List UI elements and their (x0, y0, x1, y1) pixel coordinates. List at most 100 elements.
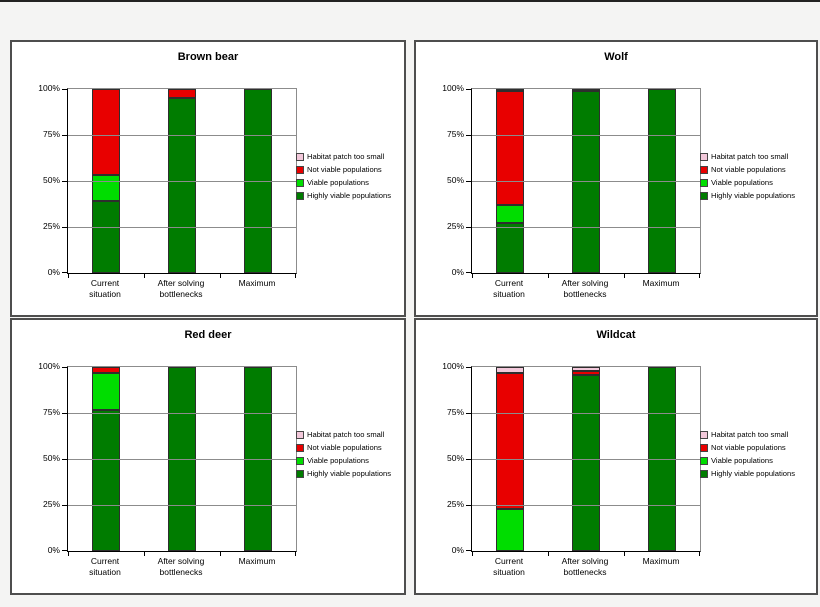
bar-segment-viable (92, 372, 120, 410)
panel-title: Wolf (604, 51, 628, 63)
bar-slot (68, 367, 144, 551)
x-axis-tick-mark (472, 274, 473, 278)
panel-title: Red deer (184, 329, 232, 341)
bar-segment-highly_viable (92, 409, 120, 551)
y-axis-tick-mark (466, 367, 472, 368)
x-axis-category-line: situation (89, 289, 121, 300)
legend-label: Viable populations (711, 178, 773, 187)
x-axis-tick-mark (624, 274, 625, 278)
y-axis-tick-mark (466, 272, 472, 273)
plot-area (466, 366, 701, 556)
bar-segment-viable (496, 509, 524, 551)
x-axis-category-label: Maximum (219, 556, 295, 579)
x-axis-tick-mark (144, 552, 145, 556)
y-axis-tick-mark (466, 459, 472, 460)
chart-panel-wildcat: Wildcat 100% 75% 50% 25% 0% Current situation… (414, 318, 818, 595)
gridline (472, 135, 700, 136)
x-axis-tick-mark (699, 274, 700, 278)
legend: Habitat patch too small Not viable popula… (700, 150, 795, 202)
stacked-bar (496, 367, 524, 551)
legend-swatch-highly_viable (700, 191, 708, 200)
legend-item-habitat_too_small: Habitat patch too small (700, 150, 795, 163)
legend-swatch-viable (700, 178, 708, 187)
stacked-bar (572, 367, 600, 551)
legend-swatch-viable (296, 456, 304, 465)
x-axis-tick-mark (68, 552, 69, 556)
x-axis-category-label: Maximum (623, 556, 699, 579)
legend-label: Highly viable populations (711, 469, 796, 478)
x-axis-tick-mark (699, 552, 700, 556)
stacked-bar (572, 89, 600, 273)
legend-label: Habitat patch too small (307, 152, 385, 161)
bar-segment-highly_viable (572, 91, 600, 273)
y-axis-tick-label: 75% (446, 407, 464, 417)
x-axis-category-line: Current (90, 278, 120, 288)
x-axis-tick-mark (295, 274, 296, 278)
y-axis-tick-label: 50% (446, 175, 464, 185)
y-axis-tick-label: 100% (442, 361, 464, 371)
x-axis-category-line: Current (494, 556, 524, 566)
gridline (472, 413, 700, 414)
bar-segment-habitat_too_small (496, 367, 524, 373)
legend-item-habitat_too_small: Habitat patch too small (700, 428, 795, 441)
bars-container (68, 89, 296, 273)
x-axis-tick-mark (220, 274, 221, 278)
bar-segment-not_viable (572, 371, 600, 375)
bar-segment-not_viable (496, 91, 524, 205)
legend-item-viable: Viable populations (700, 454, 795, 467)
y-axis-tick-label: 50% (42, 175, 60, 185)
legend-swatch-habitat_too_small (700, 430, 708, 439)
x-axis-category-label: Maximum (219, 278, 295, 301)
gridline (68, 505, 296, 506)
legend-label: Viable populations (711, 456, 773, 465)
y-axis-tick-mark (62, 89, 68, 90)
gridline (472, 505, 700, 506)
y-axis-tick-label: 100% (442, 83, 464, 93)
legend-item-habitat_too_small: Habitat patch too small (296, 428, 391, 441)
legend-item-highly_viable: Highly viable populations (700, 189, 795, 202)
legend-item-viable: Viable populations (296, 454, 391, 467)
gridline (68, 413, 296, 414)
bar-slot (548, 89, 624, 273)
bar-segment-habitat_too_small (572, 367, 600, 371)
y-axis-tick-mark (62, 367, 68, 368)
legend-swatch-highly_viable (296, 469, 304, 478)
y-axis: 100% 75% 50% 25% 0% (12, 361, 60, 555)
y-axis-tick-label: 100% (38, 361, 60, 371)
x-axis-tick-mark (220, 552, 221, 556)
x-axis-category-label: After solving bottlenecks (143, 278, 219, 301)
x-axis-category-label: After solving bottlenecks (547, 556, 623, 579)
bar-segment-habitat_too_small (496, 89, 524, 91)
y-axis-tick-label: 100% (38, 83, 60, 93)
y-axis-tick-mark (466, 413, 472, 414)
x-axis-category-line: situation (89, 567, 121, 578)
legend-item-not_viable: Not viable populations (700, 441, 795, 454)
x-axis-labels: Current situation After solving bottlenecks… (67, 278, 295, 301)
bar-segment-not_viable (168, 89, 196, 98)
x-axis-tick-mark (548, 274, 549, 278)
x-axis-category-line: situation (493, 289, 525, 300)
gridline (472, 227, 700, 228)
legend-label: Not viable populations (307, 165, 382, 174)
x-axis-category-line: Maximum (642, 556, 680, 566)
y-axis-tick-label: 25% (446, 221, 464, 231)
x-axis-category-label: After solving bottlenecks (547, 278, 623, 301)
x-axis-category-label: Current situation (471, 278, 547, 301)
y-axis-tick-label: 0% (47, 545, 60, 555)
x-axis-labels: Current situation After solving bottlenecks… (471, 278, 699, 301)
legend-item-highly_viable: Highly viable populations (700, 467, 795, 480)
legend-label: Habitat patch too small (711, 430, 789, 439)
bar-segment-viable (92, 175, 120, 201)
y-axis-tick-label: 0% (451, 545, 464, 555)
chart-panel-brown-bear: Brown bear 100% 75% 50% 25% 0% Current situat… (10, 40, 406, 317)
legend-label: Highly viable populations (307, 469, 392, 478)
y-axis-tick-label: 75% (42, 407, 60, 417)
legend-label: Not viable populations (711, 443, 786, 452)
legend-swatch-highly_viable (700, 469, 708, 478)
legend-swatch-habitat_too_small (296, 430, 304, 439)
y-axis-tick-mark (62, 459, 68, 460)
y-axis: 100% 75% 50% 25% 0% (12, 83, 60, 277)
x-axis-category-line: After solving (561, 556, 609, 566)
x-axis-category-line: Current (494, 278, 524, 288)
legend-swatch-habitat_too_small (296, 152, 304, 161)
